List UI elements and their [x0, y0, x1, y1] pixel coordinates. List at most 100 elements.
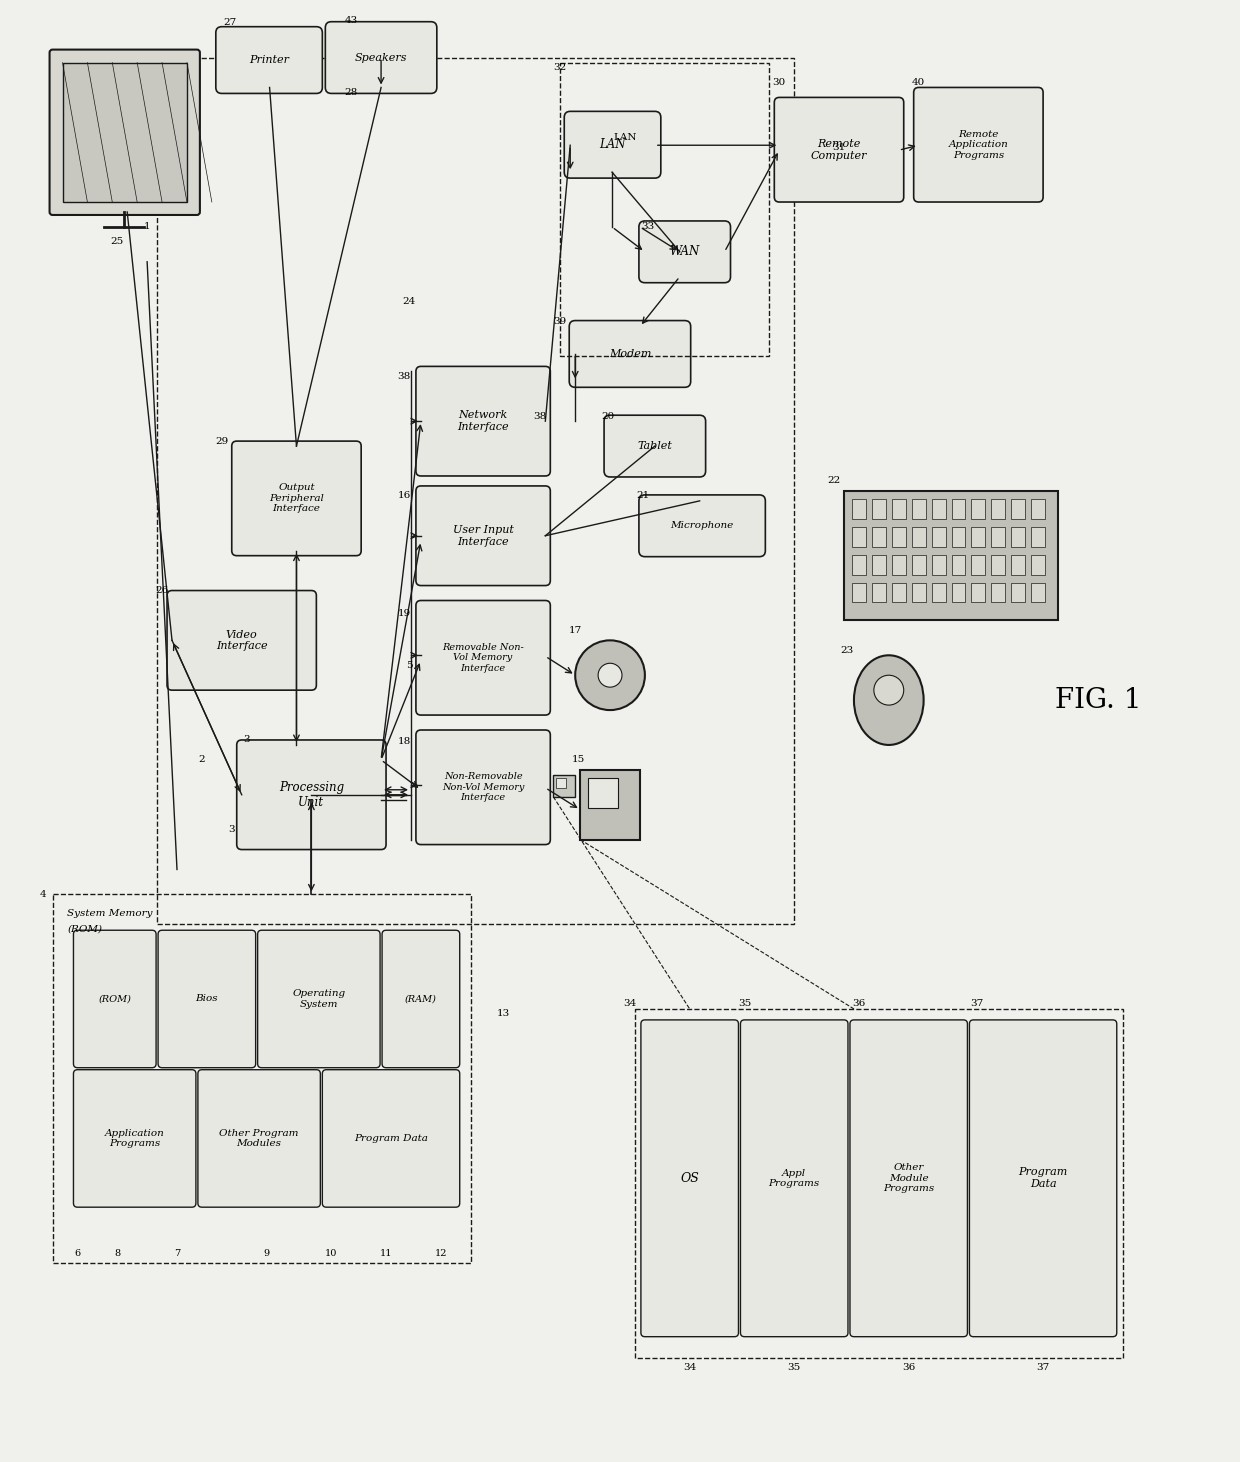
FancyBboxPatch shape [325, 22, 436, 94]
Bar [588, 778, 618, 807]
Bar [931, 554, 946, 575]
Circle shape [598, 664, 622, 687]
Text: Speakers: Speakers [355, 53, 407, 63]
Bar [931, 526, 946, 547]
Bar [911, 526, 925, 547]
Text: System Memory: System Memory [67, 909, 153, 918]
Text: Remote
Application
Programs: Remote Application Programs [949, 130, 1008, 159]
Bar [62, 63, 187, 202]
Text: 17: 17 [569, 626, 582, 635]
Text: 7: 7 [174, 1249, 180, 1257]
Bar [991, 554, 1006, 575]
Text: 5: 5 [405, 661, 412, 670]
Text: 15: 15 [572, 756, 585, 765]
Text: (ROM): (ROM) [98, 994, 131, 1003]
Bar [553, 775, 575, 797]
Text: 10: 10 [325, 1249, 337, 1257]
Text: Operating
System: Operating System [293, 990, 346, 1009]
Text: 36: 36 [901, 1363, 915, 1371]
Bar [1032, 554, 1045, 575]
Bar [560, 63, 769, 357]
Bar [635, 1009, 1122, 1358]
Text: Removable Non-
Vol Memory
Interface: Removable Non- Vol Memory Interface [443, 643, 525, 673]
Bar [951, 582, 966, 602]
FancyBboxPatch shape [639, 221, 730, 282]
FancyBboxPatch shape [415, 730, 551, 845]
FancyBboxPatch shape [564, 111, 661, 178]
Text: Modem: Modem [609, 349, 651, 360]
Text: 43: 43 [345, 16, 358, 25]
Text: 26: 26 [155, 586, 169, 595]
Bar [580, 770, 640, 839]
Text: Network
Interface: Network Interface [458, 411, 508, 431]
FancyBboxPatch shape [237, 740, 386, 849]
Bar [971, 554, 986, 575]
Bar [892, 582, 905, 602]
Text: Video
Interface: Video Interface [216, 630, 268, 651]
Bar [991, 582, 1006, 602]
Bar [872, 582, 885, 602]
Text: 22: 22 [827, 477, 841, 485]
FancyBboxPatch shape [639, 496, 765, 557]
Bar [872, 499, 885, 519]
Text: 3: 3 [243, 735, 250, 744]
Text: 18: 18 [397, 737, 410, 747]
Text: 24: 24 [402, 297, 415, 306]
Bar [852, 554, 866, 575]
FancyBboxPatch shape [258, 930, 381, 1067]
Bar [951, 499, 966, 519]
Text: Bios: Bios [196, 994, 218, 1003]
FancyBboxPatch shape [382, 930, 460, 1067]
Text: 11: 11 [379, 1249, 392, 1257]
FancyBboxPatch shape [970, 1020, 1117, 1336]
Text: LAN: LAN [599, 139, 626, 151]
Text: (RAM): (RAM) [405, 994, 436, 1003]
Text: 9: 9 [264, 1249, 269, 1257]
Bar [852, 582, 866, 602]
FancyBboxPatch shape [569, 320, 691, 387]
FancyBboxPatch shape [740, 1020, 848, 1336]
Bar [852, 526, 866, 547]
Text: 23: 23 [841, 646, 853, 655]
Text: 21: 21 [636, 491, 650, 500]
Bar [971, 582, 986, 602]
Text: Tablet: Tablet [637, 442, 672, 452]
Text: 36: 36 [852, 1000, 866, 1009]
Text: 37: 37 [1037, 1363, 1050, 1371]
Text: 19: 19 [397, 610, 410, 618]
FancyBboxPatch shape [415, 601, 551, 715]
Text: 13: 13 [497, 1009, 510, 1019]
FancyBboxPatch shape [914, 88, 1043, 202]
Bar [1032, 499, 1045, 519]
Bar [951, 554, 966, 575]
Text: 20: 20 [601, 412, 615, 421]
FancyBboxPatch shape [641, 1020, 739, 1336]
FancyBboxPatch shape [157, 930, 255, 1067]
FancyBboxPatch shape [232, 442, 361, 556]
Text: 6: 6 [74, 1249, 81, 1257]
Bar [911, 554, 925, 575]
Text: 38: 38 [397, 371, 410, 382]
Text: Microphone: Microphone [671, 522, 734, 531]
Bar [852, 499, 866, 519]
Text: 34: 34 [624, 1000, 636, 1009]
Text: Printer: Printer [249, 56, 289, 66]
Ellipse shape [874, 675, 904, 705]
Text: 3: 3 [228, 825, 236, 835]
Text: 38: 38 [533, 412, 547, 421]
Text: 27: 27 [223, 18, 237, 28]
Text: 1: 1 [144, 222, 150, 231]
FancyBboxPatch shape [167, 591, 316, 690]
Text: 28: 28 [345, 88, 358, 96]
FancyBboxPatch shape [216, 26, 322, 94]
Text: OS: OS [681, 1173, 699, 1184]
Text: Other
Module
Programs: Other Module Programs [883, 1164, 934, 1193]
Text: 12: 12 [434, 1249, 448, 1257]
Text: 29: 29 [216, 437, 228, 446]
Circle shape [575, 640, 645, 711]
FancyBboxPatch shape [415, 367, 551, 477]
Bar [1012, 554, 1025, 575]
FancyBboxPatch shape [198, 1070, 320, 1208]
FancyBboxPatch shape [73, 930, 156, 1067]
Bar [931, 499, 946, 519]
